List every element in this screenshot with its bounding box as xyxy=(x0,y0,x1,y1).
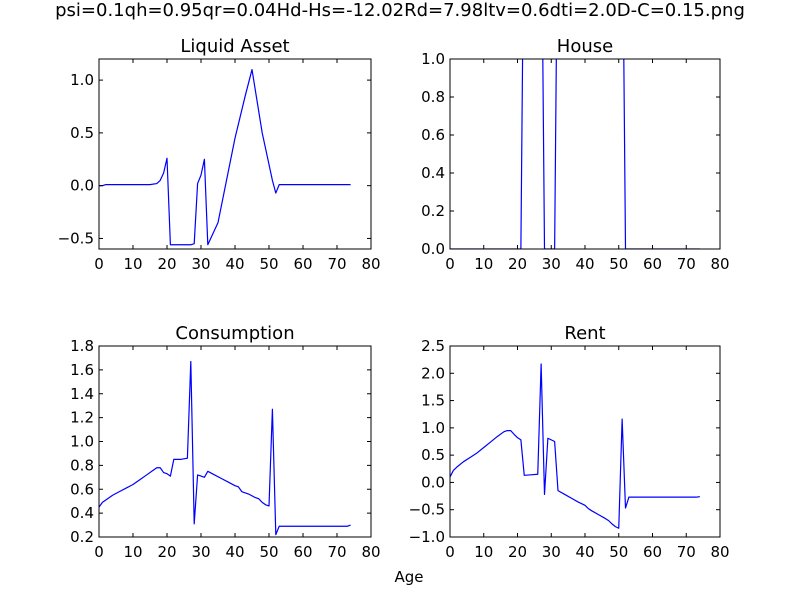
house-y-tick-label: 0.4 xyxy=(421,164,445,182)
liquid-asset-y-tick-label: −0.5 xyxy=(58,229,94,247)
house-x-tick-label: 30 xyxy=(542,255,561,273)
consumption-x-tick-label: 70 xyxy=(327,543,346,561)
rent-x-tick-label: 40 xyxy=(575,543,594,561)
house-x-tick-label: 50 xyxy=(609,255,628,273)
consumption-x-tick-label: 10 xyxy=(123,543,142,561)
house-x-tick-label: 20 xyxy=(508,255,527,273)
consumption-x-tick-label: 40 xyxy=(225,543,244,561)
consumption-y-tick-label: 1.0 xyxy=(70,433,94,451)
house-y-tick-label: 0.6 xyxy=(421,126,445,144)
rent-x-tick-label: 70 xyxy=(677,543,696,561)
rent-y-tick-label: −0.5 xyxy=(409,501,445,519)
subplot-consumption: Consumption 0 10 20 30 40 50 60 70 80 0.2 0.4 0.6 0.8… xyxy=(70,323,380,561)
house-x-tick-label: 80 xyxy=(710,255,729,273)
consumption-x-tick-label: 20 xyxy=(157,543,176,561)
subplot-house: House 0 10 20 30 40 50 60 70 80 0.0 0.2 0.4 0.6 0.8 1.0 xyxy=(421,36,729,273)
house-x-tick-label: 0 xyxy=(445,255,455,273)
liquid-asset-x-tick-label: 0 xyxy=(94,255,104,273)
figure-suptitle: psi=0.1qh=0.95qr=0.04Hd-Hs=-12.02Rd=7.98… xyxy=(55,0,745,21)
liquid-asset-x-tick-label: 30 xyxy=(191,255,210,273)
house-x-tick-label: 40 xyxy=(575,255,594,273)
house-y-tick-label: 0.0 xyxy=(421,240,445,258)
rent-y-tick-label: 2.5 xyxy=(421,337,445,355)
house-x-tick-label: 10 xyxy=(474,255,493,273)
consumption-y-tick-label: 0.2 xyxy=(70,528,94,546)
liquid-asset-x-tick-label: 80 xyxy=(361,255,380,273)
consumption-x-tick-label: 30 xyxy=(191,543,210,561)
rent-x-tick-label: 30 xyxy=(542,543,561,561)
liquid-asset-x-tick-label: 70 xyxy=(327,255,346,273)
consumption-y-tick-label: 0.8 xyxy=(70,456,94,474)
shared-x-axis-label: Age xyxy=(394,568,423,586)
consumption-title: Consumption xyxy=(175,323,294,344)
house-title: House xyxy=(557,36,613,57)
rent-x-tick-label: 10 xyxy=(474,543,493,561)
rent-x-tick-label: 50 xyxy=(609,543,628,561)
consumption-x-tick-label: 0 xyxy=(94,543,104,561)
subplots: Liquid Asset 0 10 20 30 40 50 60 70 80 −0.5 0.0 0.5 1… xyxy=(58,36,730,561)
liquid-asset-x-tick-label: 60 xyxy=(293,255,312,273)
liquid-asset-x-tick-label: 40 xyxy=(225,255,244,273)
rent-y-tick-label: 1.5 xyxy=(421,392,445,410)
rent-series-line xyxy=(450,363,700,529)
rent-x-tick-label: 20 xyxy=(508,543,527,561)
house-y-tick-label: 1.0 xyxy=(421,50,445,68)
consumption-y-tick-label: 1.6 xyxy=(70,361,94,379)
rent-y-tick-label: −1.0 xyxy=(409,528,445,546)
liquid-asset-series-line xyxy=(99,68,351,246)
liquid-asset-y-tick-label: 0.5 xyxy=(70,124,94,142)
house-y-tick-label: 0.2 xyxy=(421,202,445,220)
consumption-y-tick-label: 1.8 xyxy=(70,337,94,355)
rent-x-tick-label: 60 xyxy=(643,543,662,561)
house-x-tick-label: 60 xyxy=(643,255,662,273)
liquid-asset-x-tick-label: 20 xyxy=(157,255,176,273)
consumption-y-tick-label: 0.4 xyxy=(70,504,94,522)
liquid-asset-title: Liquid Asset xyxy=(180,36,289,57)
consumption-x-tick-label: 80 xyxy=(361,543,380,561)
consumption-y-tick-label: 1.4 xyxy=(70,385,94,403)
consumption-series-line xyxy=(99,360,351,536)
consumption-y-tick-label: 1.2 xyxy=(70,409,94,427)
rent-title: Rent xyxy=(564,323,605,344)
consumption-y-tick-label: 0.6 xyxy=(70,480,94,498)
consumption-x-tick-label: 60 xyxy=(293,543,312,561)
rent-y-tick-label: 1.0 xyxy=(421,419,445,437)
rent-y-tick-label: 2.0 xyxy=(421,364,445,382)
rent-y-tick-label: 0.0 xyxy=(421,473,445,491)
house-x-tick-label: 70 xyxy=(677,255,696,273)
liquid-asset-x-tick-label: 10 xyxy=(123,255,142,273)
liquid-asset-y-tick-label: 1.0 xyxy=(70,71,94,89)
subplot-liquid-asset: Liquid Asset 0 10 20 30 40 50 60 70 80 −0.5 0.0 0.5 1… xyxy=(58,36,381,273)
rent-x-tick-label: 80 xyxy=(710,543,729,561)
subplot-rent: Rent 0 10 20 30 40 50 60 70 80 −1.0 −0.5 0.0 0.5 1.0 1.… xyxy=(409,323,730,561)
liquid-asset-x-tick-label: 50 xyxy=(259,255,278,273)
rent-x-tick-label: 0 xyxy=(445,543,455,561)
rent-y-tick-label: 0.5 xyxy=(421,446,445,464)
consumption-x-tick-label: 50 xyxy=(259,543,278,561)
liquid-asset-y-tick-label: 0.0 xyxy=(70,177,94,195)
house-y-tick-label: 0.8 xyxy=(421,88,445,106)
